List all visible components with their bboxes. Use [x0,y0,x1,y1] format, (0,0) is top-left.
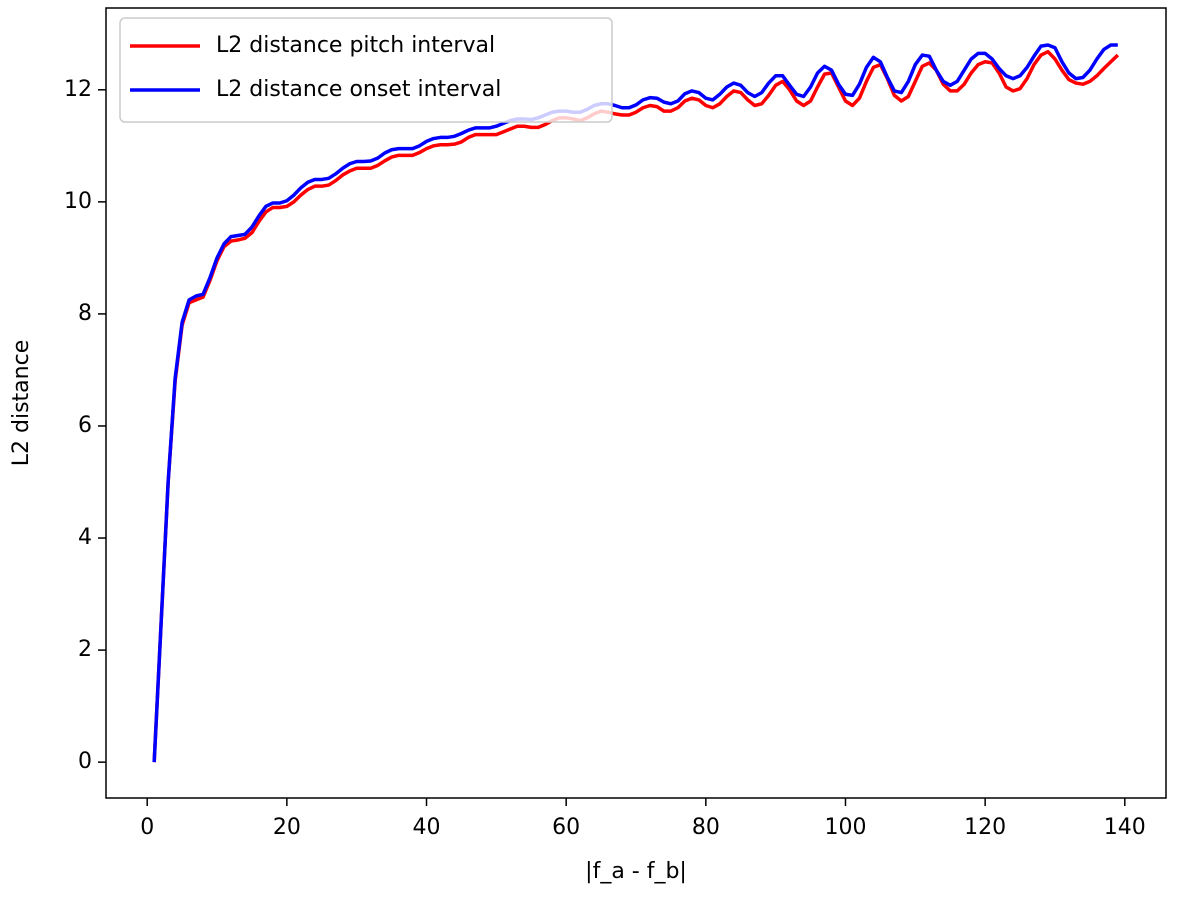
line-series [152,49,1120,763]
y-tick-label: 0 [78,749,92,774]
line-series [152,43,1118,763]
legend-label: L2 distance pitch interval [216,33,495,58]
y-tick-label: 4 [78,525,92,550]
x-tick-label: 0 [140,815,154,840]
x-tick-label: 60 [552,815,580,840]
y-tick-label: 10 [64,189,92,214]
y-tick-label: 12 [64,77,92,102]
y-axis-label: L2 distance [9,340,34,466]
plot-frame [105,7,1167,799]
x-tick-label: 120 [964,815,1006,840]
legend-box [119,17,613,123]
x-axis-label: |f_a - f_b| [585,859,687,884]
x-tick-label: 80 [692,815,720,840]
legend-label: L2 distance onset interval [216,77,501,102]
x-tick-label: 100 [824,815,866,840]
y-tick-label: 6 [78,413,92,438]
x-tick-label: 140 [1104,815,1146,840]
y-tick-label: 8 [78,301,92,326]
x-tick-label: 40 [413,815,441,840]
x-tick-label: 20 [273,815,301,840]
y-tick-label: 2 [78,637,92,662]
